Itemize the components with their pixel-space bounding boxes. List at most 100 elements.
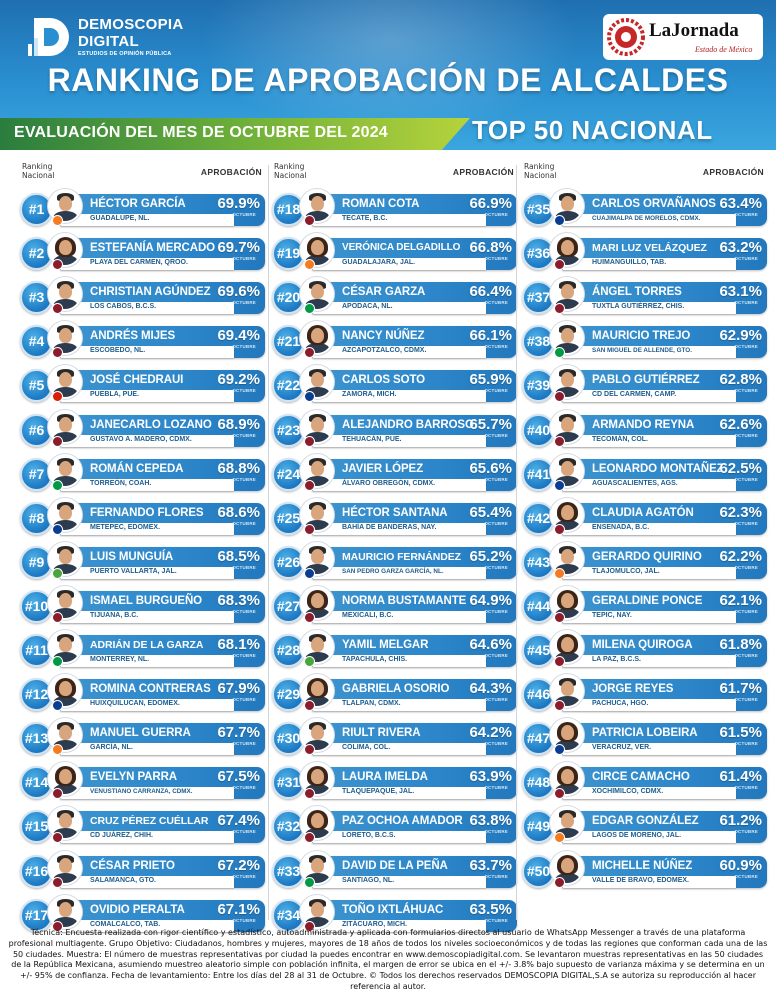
ranking-row: #10 ISMAEL BURGUEÑO TIJUANA, B.C. 68.3% OCTU… [20,585,266,623]
month-tag: OCTUBRE [232,741,256,747]
month-tag: OCTUBRE [734,697,758,703]
mayor-name: CIRCE CAMACHO [592,771,690,784]
ranking-row: #9 LUIS MUNGUÍA PUERTO VALLARTA, JAL. 68.5%… [20,541,266,579]
mayor-name: ROMINA CONTRERAS [90,683,211,696]
city-strip [562,610,736,623]
month-tag: OCTUBRE [734,344,758,350]
ranking-row: #27 NORMA BUSTAMANTE MEXICALI, B.C. 64.9% OC… [272,585,518,623]
approval-percent: 68.3% [217,591,260,609]
city-strip [312,655,486,667]
approval-percent: 66.4% [469,283,512,301]
mayor-name: GERARDO QUIRINO [592,550,702,563]
mayor-photo [48,674,82,709]
city-strip [562,346,736,359]
mayor-city: SANTIAGO, NL. [342,876,395,884]
mayor-city: TUXTLA GUTIÉRREZ, CHIS. [592,303,685,311]
month-tag: OCTUBRE [232,829,256,835]
mayor-photo [550,630,584,664]
approval-percent: 64.3% [469,680,512,698]
mayor-city: SAN MIGUEL DE ALLENDE, GTO. [592,347,692,355]
mayor-photo [48,321,82,356]
column-header-rank: Ranking Nacional [22,162,55,180]
party-logo-icon [304,876,315,888]
mayor-city: TORREÓN, COAH. [90,479,152,487]
ranking-row: #29 GABRIELA OSORIO TLALPAN, CDMX. 64.3% OCT… [272,673,518,712]
rank-badge: #22 [272,369,305,403]
mayor-name: ADRIÁN DE LA GARZA [90,639,204,651]
party-logo-icon [304,479,315,491]
rank-badge: #6 [20,413,53,447]
month-tag: OCTUBRE [232,256,256,262]
mayor-photo [550,365,584,400]
party-logo-icon [304,611,315,623]
top-50-badge: TOP 50 NACIONAL [472,115,713,145]
party-logo-icon [304,215,315,226]
ranking-row: #43 GERARDO QUIRINO TLAJOMULCO, JAL. 62.2% O… [522,541,768,579]
column-divider [516,165,517,920]
city-strip [60,346,234,359]
party-logo-icon [304,920,315,932]
city-strip [60,743,234,756]
city-strip [60,390,234,403]
mayor-name: JORGE REYES [592,683,674,696]
ranking-row: #44 GERALDINE PONCE TEPIC, NAY. 62.1% OCTUBR… [522,585,768,623]
month-tag: OCTUBRE [484,256,508,262]
party-logo-icon [554,347,565,359]
month-tag: OCTUBRE [232,917,256,923]
ranking-row: #48 CIRCE CAMACHO XOCHIMILCO, CDMX. 61.4% OC… [522,761,768,800]
ranking-row: #41 LEONARDO MONTAÑEZ AGUASCALIENTES, AGS.… [522,453,768,491]
mayor-name: LEONARDO MONTAÑEZ [592,462,724,475]
rank-badge: #31 [272,766,305,800]
party-logo-icon [52,303,63,315]
approval-percent: 62.6% [719,415,762,433]
approval-percent: 60.9% [719,856,762,874]
city-strip [312,875,486,888]
approval-percent: 69.2% [217,371,260,389]
party-logo-icon [554,656,565,667]
ranking-row: #37 ÁNGEL TORRES TUXTLA GUTIÉRREZ, CHIS. 63… [522,276,768,315]
mayor-city: LAGOS DE MORENO, JAL. [592,832,682,840]
party-logo-icon [554,391,565,403]
approval-percent: 65.9% [469,371,512,389]
rank-badge: #19 [272,237,305,271]
ranking-row: #2 ESTEFANÍA MERCADO PLAYA DEL CARMEN, QRO… [20,232,266,271]
mayor-name: JOSÉ CHEDRAUI [90,374,184,387]
ranking-row: #25 HÉCTOR SANTANA BAHÍA DE BANDERAS, NAY.… [272,497,518,535]
approval-percent: 68.9% [217,415,260,433]
party-logo-icon [554,259,565,271]
mayor-name: MAURICIO FERNÁNDEZ [342,550,461,563]
column-header-approval: APROBACIÓN [200,167,262,177]
mayor-city: METEPEC, EDOMEX. [90,523,161,531]
column-header-rank: Ranking Nacional [524,162,557,180]
mayor-name: VERÓNICA DELGADILLO [342,242,461,254]
ranking-row: #14 EVELYN PARRA VENUSTIANO CARRANZA, CDMX… [20,761,266,800]
rank-badge: #8 [20,501,53,535]
demoscopia-logo: DEMOSCOPIA DIGITAL ESTUDIOS DE OPINIÓN P… [28,14,188,60]
ranking-row: #35 CARLOS ORVAÑANOS CUAJIMALPA DE MORELOS… [522,188,768,226]
ranking-row: #26 MAURICIO FERNÁNDEZ SAN PEDRO GARZA GAR… [272,541,518,579]
party-logo-icon [52,391,63,403]
demoscopia-d-icon [28,18,69,56]
mayor-city: TECATE, B.C. [342,215,388,222]
mayor-name: TOÑO IXTLÁHUAC [342,903,444,916]
mayor-city: ZAMORA, MICH. [342,391,397,399]
party-logo-icon [52,259,63,271]
month-tag: OCTUBRE [232,564,256,570]
approval-percent: 61.2% [719,812,762,830]
mayor-photo [300,806,334,841]
city-strip [562,302,736,315]
page-title: RANKING DE APROBACIÓN DE ALCALDES [47,62,729,98]
city-strip [312,478,486,491]
mayor-city: AZCAPOTZALCO, CDMX. [342,347,427,355]
month-tag: OCTUBRE [484,873,508,879]
mayor-photo [550,762,584,797]
mayor-city: ENSENADA, B.C. [592,523,650,531]
month-tag: OCTUBRE [232,520,256,526]
party-logo-icon [554,523,565,535]
month-tag: OCTUBRE [232,212,256,217]
approval-percent: 61.5% [719,724,762,742]
ranking-row: #36 MARI LUZ VELÁZQUEZ HUIMANGUILLO, TAB. 6… [522,232,768,271]
ranking-row: #23 ALEJANDRO BARROSO TEHUACÁN, PUE. 65.7% O… [272,409,518,447]
month-tag: OCTUBRE [232,785,256,791]
